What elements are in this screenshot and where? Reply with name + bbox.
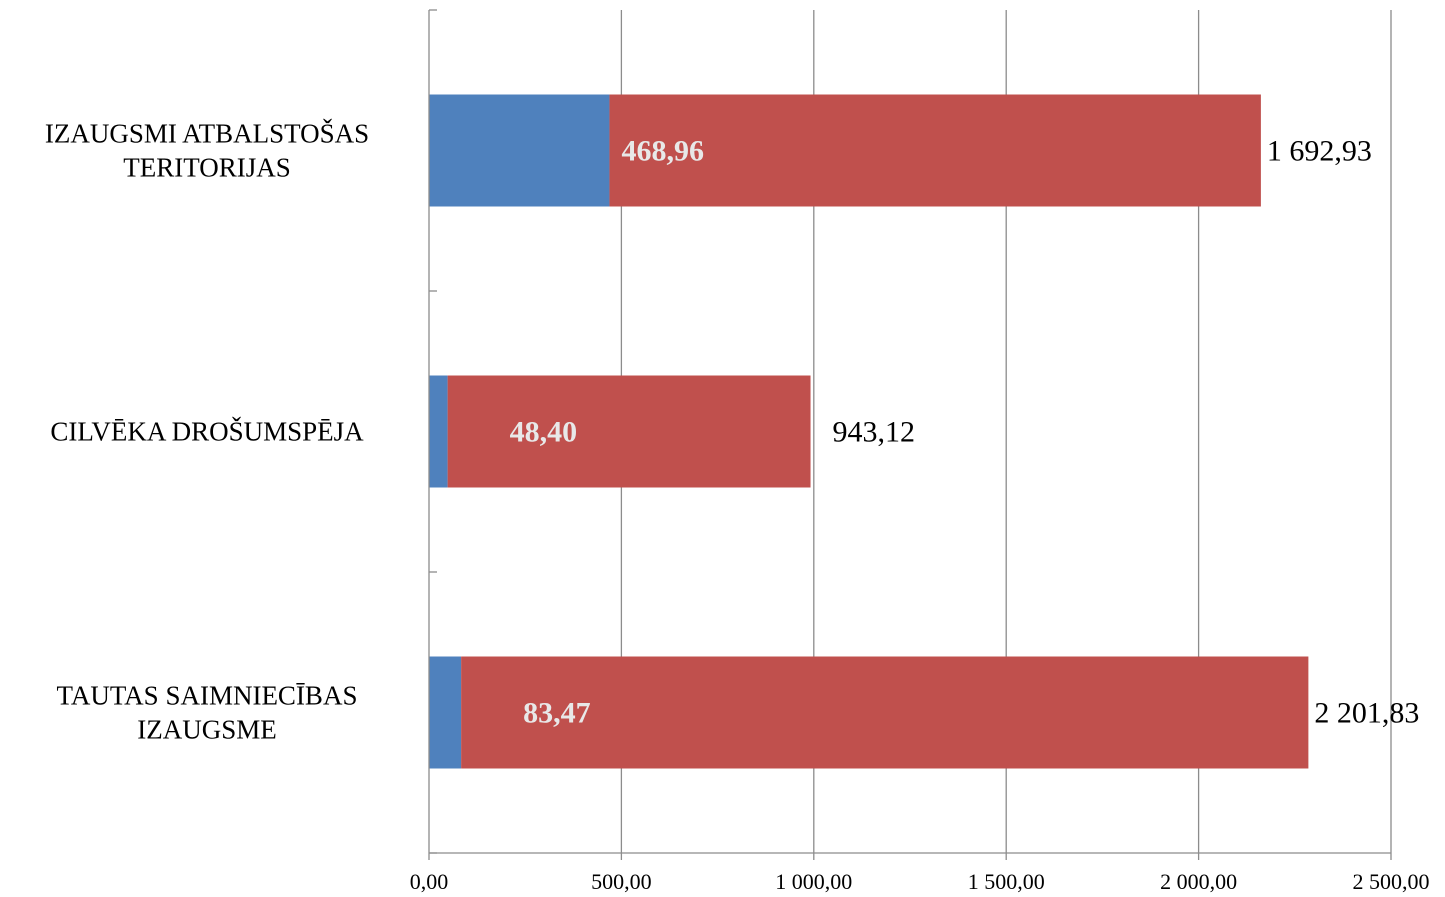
axes xyxy=(428,9,1392,860)
bar-outer-value-label: 2 201,83 xyxy=(1314,697,1419,730)
bar-outer-value-label: 1 692,93 xyxy=(1267,135,1372,168)
bar-segment-primary xyxy=(429,656,462,769)
bar-inner-value-label: 48,40 xyxy=(510,416,578,449)
labels: 0,00 500,00 1 000,00 1 500,00 2 000,00 2 500,… xyxy=(45,119,1430,895)
bar-segment-secondary xyxy=(461,656,1309,769)
x-tick-label: 0,00 xyxy=(410,869,449,894)
category-label: IZAUGSME xyxy=(137,715,277,745)
bar-segment-primary xyxy=(429,375,448,488)
category-label: TAUTAS SAIMNIECĪBAS xyxy=(57,681,358,711)
x-tick-label: 1 500,00 xyxy=(968,869,1045,894)
x-tick-label: 2 000,00 xyxy=(1160,869,1237,894)
category-label: TERITORIJAS xyxy=(123,153,291,183)
category-label: CILVĒKA DROŠUMSPĒJA xyxy=(50,417,364,447)
bar-outer-value-label: 943,12 xyxy=(833,416,916,449)
x-tick-label: 500,00 xyxy=(591,869,652,894)
bar-segment-secondary xyxy=(447,375,811,488)
category-label: IZAUGSMI ATBALSTOŠAS xyxy=(45,119,369,149)
bar-inner-value-label: 468,96 xyxy=(621,135,704,168)
x-tick-label: 2 500,00 xyxy=(1353,869,1430,894)
bars xyxy=(429,94,1309,769)
x-tick-label: 1 000,00 xyxy=(775,869,852,894)
bar-segment-secondary xyxy=(609,94,1261,207)
bar-inner-value-label: 83,47 xyxy=(523,697,591,730)
bar-segment-primary xyxy=(429,94,610,207)
